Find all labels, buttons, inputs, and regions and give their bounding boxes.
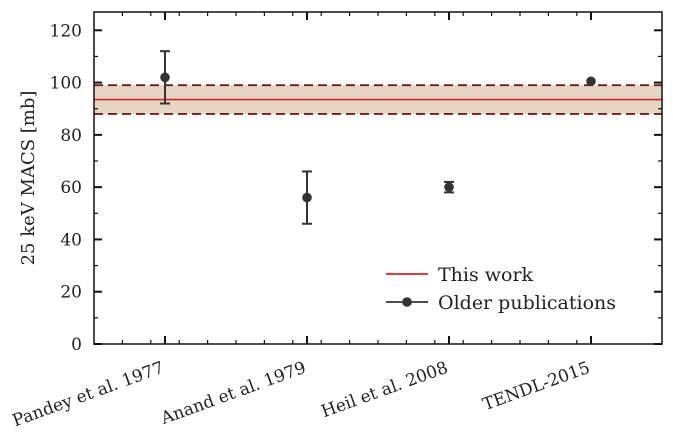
data-point (586, 76, 596, 87)
data-point (444, 182, 454, 192)
legend-label-older-publications: Older publications (438, 292, 616, 314)
y-tick-label: 40 (60, 230, 82, 250)
plot-frame (93, 11, 663, 345)
y-tick-label: 80 (60, 126, 82, 146)
y-tick-label: 60 (60, 178, 82, 198)
y-tick-label: 120 (50, 21, 82, 41)
x-tick-label: Pandey et al. 1977 (10, 358, 167, 431)
legend-marker-older-publications (402, 297, 412, 307)
data-point (302, 192, 312, 203)
legend: This work Older publications (386, 264, 616, 314)
x-tick-label: TENDL-2015 (480, 358, 593, 415)
data-point (160, 72, 170, 83)
y-axis-title: 25 keV MACS [mb] (18, 91, 39, 266)
band-layer (94, 84, 662, 115)
x-tick-label: Anand et al. 1979 (158, 358, 309, 429)
y-tick-label: 100 (50, 74, 82, 94)
points-layer (160, 50, 596, 225)
y-tick-label: 20 (60, 283, 82, 303)
legend-label-this-work: This work (438, 264, 534, 286)
x-tick-label: Heil et al. 2008 (319, 358, 451, 422)
y-tick-label: 0 (71, 335, 82, 355)
